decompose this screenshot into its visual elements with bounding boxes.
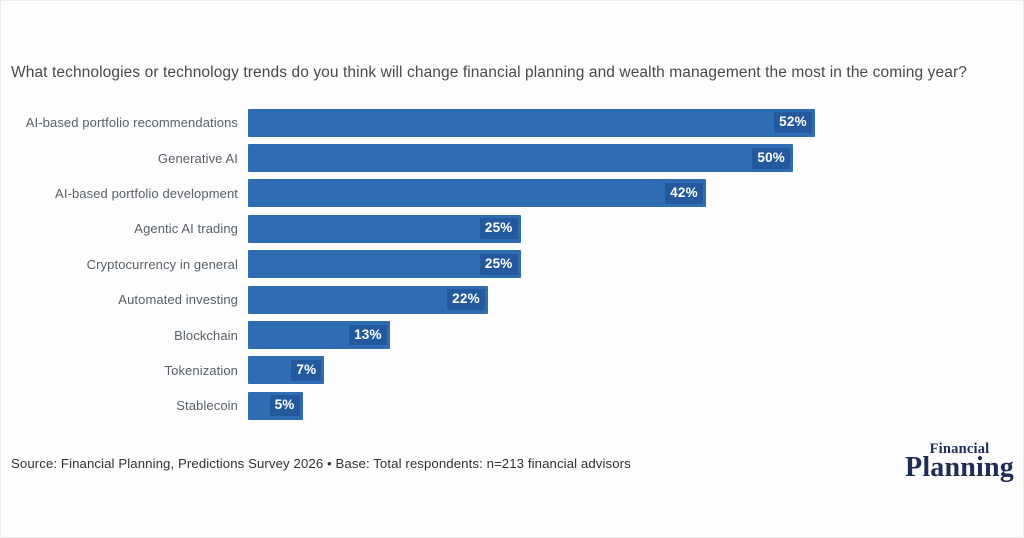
bar-track: 42% xyxy=(248,179,1019,208)
bar-value: 25% xyxy=(479,218,518,240)
bar: 25% xyxy=(248,214,521,243)
logo-financial-text: Financial xyxy=(929,441,990,457)
bar-value: 5% xyxy=(269,395,300,417)
bar-label: AI-based portfolio development xyxy=(55,185,238,201)
bar-row: Cryptocurrency in general 25% xyxy=(1,247,1019,282)
bar: 5% xyxy=(248,391,303,420)
bar-label: Tokenization xyxy=(164,362,238,378)
bar: 7% xyxy=(248,356,325,385)
bar-label: Cryptocurrency in general xyxy=(86,256,238,272)
bar-track: 5% xyxy=(248,391,1019,420)
bar-row: AI-based portfolio development 42% xyxy=(1,176,1019,211)
bar-row: Generative AI 50% xyxy=(1,140,1019,175)
bar-row: Automated investing 22% xyxy=(1,282,1019,317)
bar-value: 52% xyxy=(774,112,812,134)
chart-title: What technologies or technology trends d… xyxy=(11,64,967,81)
source-note: Source: Financial Planning, Predictions … xyxy=(11,456,631,471)
bar: 52% xyxy=(248,108,815,137)
bar: 13% xyxy=(248,321,390,350)
bar-row: Blockchain 13% xyxy=(1,317,1019,352)
bar-label: AI-based portfolio recommendations xyxy=(25,115,238,131)
bar-track: 7% xyxy=(248,356,1019,385)
bar-value: 25% xyxy=(479,253,518,275)
bar-row: Tokenization 7% xyxy=(1,353,1019,388)
bar-label: Agentic AI trading xyxy=(134,221,238,237)
bar: 42% xyxy=(248,179,706,208)
bar: 25% xyxy=(248,250,521,279)
bar-chart: AI-based portfolio recommendations 52% Gen… xyxy=(1,105,1019,424)
bar-row: AI-based portfolio recommendations 52% xyxy=(1,105,1019,140)
bar-value: 22% xyxy=(447,289,485,311)
bar-track: 52% xyxy=(248,108,1019,137)
bar-label: Stablecoin xyxy=(176,398,238,414)
bar: 22% xyxy=(248,285,488,314)
bar-label: Blockchain xyxy=(174,327,238,343)
bar-track: 13% xyxy=(248,321,1019,350)
bar-track: 25% xyxy=(248,214,1019,243)
bar-label: Generative AI xyxy=(157,150,238,166)
bar-value: 13% xyxy=(349,324,387,346)
bar-row: Agentic AI trading 25% xyxy=(1,211,1019,246)
financial-planning-logo: Financial Planning xyxy=(905,442,1014,482)
bar-track: 25% xyxy=(248,250,1019,279)
bar-track: 50% xyxy=(248,144,1019,173)
bar-label: Automated investing xyxy=(118,292,238,308)
bar-value: 7% xyxy=(291,359,322,381)
bar-value: 42% xyxy=(665,183,703,204)
bar-value: 50% xyxy=(752,147,790,169)
bar-track: 22% xyxy=(248,285,1019,314)
bar: 50% xyxy=(248,144,793,173)
logo-planning-text: Planning xyxy=(905,451,1014,483)
bar-row: Stablecoin 5% xyxy=(1,388,1019,423)
